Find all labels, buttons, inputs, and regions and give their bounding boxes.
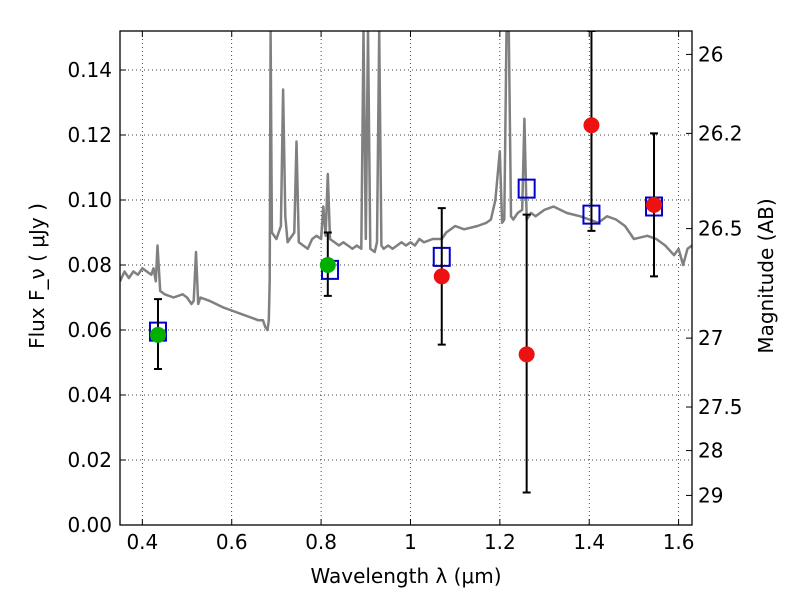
ticks: 0.4 0.6 0.8 1 1.2 1.4 1.6 0.00 0.02 0.04 0.06 0.08 0…	[67, 31, 743, 554]
grid	[120, 31, 692, 526]
y-tick-label: 0.12	[67, 123, 112, 147]
x-tick-label: 1.4	[573, 530, 605, 554]
y2-tick-label: 26	[698, 42, 723, 66]
x-tick-label: 0.4	[126, 530, 158, 554]
data-point	[646, 196, 663, 213]
data-point	[518, 346, 535, 363]
x-tick-label: 0.8	[305, 530, 337, 554]
data-point	[433, 268, 450, 285]
y-tick-label: 0.14	[67, 58, 112, 82]
model-square	[517, 178, 536, 199]
y-tick-label: 0.02	[67, 448, 112, 472]
plot-data	[120, 31, 692, 494]
y-axis-label: Flux F_ν ( μJy )	[25, 203, 49, 349]
y2-tick-label: 28	[698, 439, 723, 463]
x-tick-label: 1	[404, 530, 417, 554]
y-tick-label: 0.00	[67, 513, 112, 537]
y-tick-label: 0.06	[67, 318, 112, 342]
data-point	[583, 117, 600, 134]
x-tick-label: 1.2	[484, 530, 516, 554]
y2-tick-label: 29	[698, 483, 723, 507]
y-tick-label: 0.04	[67, 383, 112, 407]
plot-frame	[119, 30, 693, 526]
y2-tick-label: 26.2	[698, 121, 743, 145]
y2-tick-label: 27	[698, 326, 723, 350]
y-tick-label: 0.10	[67, 188, 112, 212]
y-tick-label: 0.08	[67, 253, 112, 277]
y2-tick-label: 27.5	[698, 395, 743, 419]
x-axis-label: Wavelength λ (μm)	[310, 564, 501, 588]
y2-tick-label: 26.5	[698, 217, 743, 241]
x-tick-label: 1.6	[663, 530, 695, 554]
y2-axis-label: Magnitude (AB)	[754, 198, 778, 353]
data-point	[149, 326, 166, 343]
data-point	[319, 257, 336, 273]
x-tick-label: 0.6	[216, 530, 248, 554]
spectrum-line	[120, 31, 692, 332]
